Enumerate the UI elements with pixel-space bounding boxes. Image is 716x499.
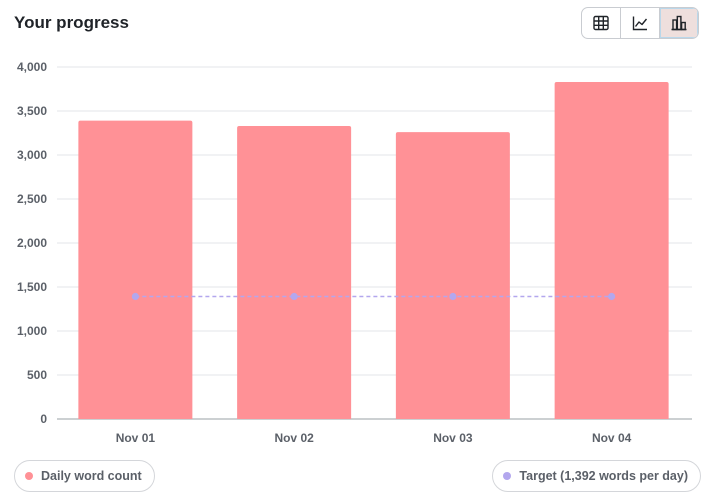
y-tick-label: 500 — [27, 368, 47, 382]
bar-chart: 0 500 1,000 1,500 2,000 2,500 3,000 3,500 4,000 N… — [17, 60, 692, 445]
y-tick-label: 4,000 — [17, 60, 47, 74]
legend-daily-label: Daily word count — [41, 469, 142, 483]
y-tick-label: 2,500 — [17, 192, 47, 206]
line-view-button[interactable] — [621, 8, 660, 38]
bar — [395, 132, 510, 419]
bar — [237, 125, 352, 420]
y-tick-label: 3,500 — [17, 104, 47, 118]
bar-chart-icon — [671, 15, 687, 31]
line-chart-icon — [632, 16, 648, 31]
bar — [554, 81, 669, 420]
y-tick-label: 3,000 — [17, 148, 47, 162]
legend-daily-word-count[interactable]: Daily word count — [14, 460, 155, 492]
target-point — [290, 292, 298, 301]
bar — [78, 120, 193, 420]
legend-daily-dot — [25, 472, 33, 480]
x-tick-label: Nov 03 — [433, 431, 473, 445]
page-title: Your progress — [14, 13, 129, 32]
legend-target-label: Target (1,392 words per day) — [519, 469, 688, 483]
legend-target-dot — [503, 472, 512, 480]
y-tick-label: 2,000 — [17, 236, 47, 250]
legend-target[interactable]: Target (1,392 words per day) — [492, 460, 701, 492]
target-point — [131, 292, 139, 301]
y-tick-label: 1,000 — [17, 324, 47, 338]
view-toggle — [581, 7, 699, 39]
bar-view-button[interactable] — [660, 8, 698, 38]
x-tick-label: Nov 04 — [592, 431, 632, 445]
x-tick-label: Nov 01 — [116, 431, 156, 445]
table-view-button[interactable] — [582, 8, 621, 38]
y-tick-label: 0 — [40, 412, 47, 426]
table-icon — [593, 15, 609, 31]
target-point — [449, 292, 457, 301]
x-tick-label: Nov 02 — [274, 431, 314, 445]
y-tick-label: 1,500 — [17, 280, 47, 294]
target-point — [608, 292, 616, 301]
